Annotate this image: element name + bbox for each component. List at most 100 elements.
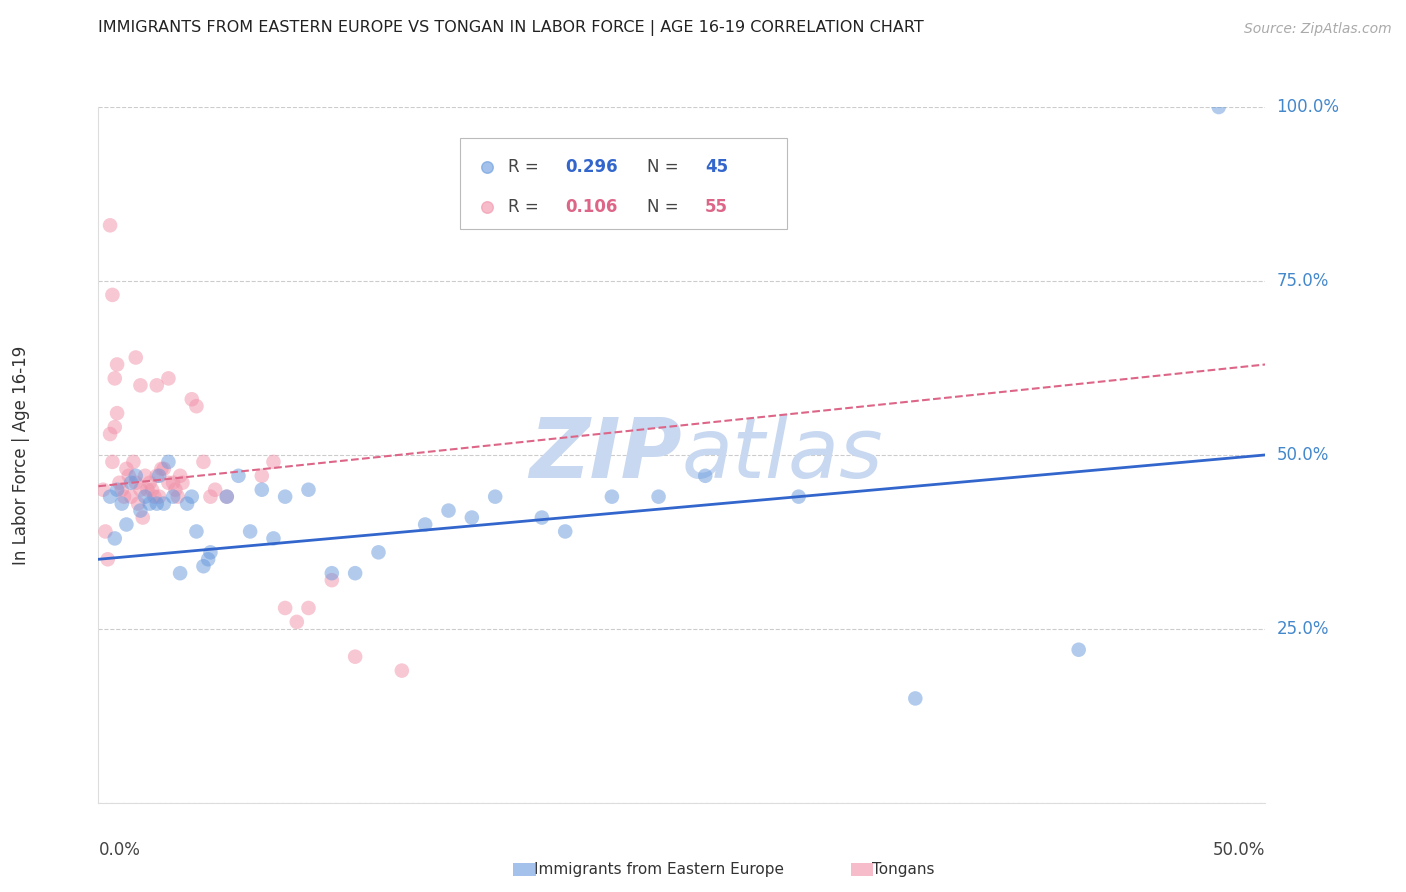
Point — [101, 288, 124, 302]
Point — [148, 490, 170, 504]
Text: 25.0%: 25.0% — [1277, 620, 1329, 638]
Point — [104, 371, 127, 385]
Text: 55: 55 — [706, 198, 728, 216]
Point — [367, 545, 389, 559]
Point — [98, 490, 121, 504]
Point — [98, 219, 121, 233]
Point — [129, 483, 152, 497]
Text: 45: 45 — [706, 158, 728, 176]
Point — [250, 483, 273, 497]
Point — [148, 468, 170, 483]
Point — [1208, 100, 1230, 114]
Point — [122, 455, 145, 469]
Point — [157, 371, 180, 385]
Point — [111, 497, 134, 511]
Text: ZIP: ZIP — [529, 415, 682, 495]
Point — [176, 497, 198, 511]
Text: Source: ZipAtlas.com: Source: ZipAtlas.com — [1244, 21, 1392, 36]
Point — [111, 483, 134, 497]
Point — [904, 691, 927, 706]
Text: N =: N = — [647, 198, 683, 216]
Point — [104, 420, 127, 434]
Point — [344, 649, 367, 664]
Point — [134, 490, 156, 504]
Text: Immigrants from Eastern Europe: Immigrants from Eastern Europe — [534, 863, 785, 877]
Point — [169, 566, 191, 581]
Point — [134, 468, 156, 483]
Point — [250, 468, 273, 483]
Text: atlas: atlas — [682, 415, 883, 495]
Point — [125, 468, 148, 483]
Point — [157, 475, 180, 490]
Point — [115, 517, 138, 532]
Point — [200, 545, 222, 559]
Text: 50.0%: 50.0% — [1213, 841, 1265, 859]
Point — [146, 497, 169, 511]
Point — [91, 483, 114, 497]
Point — [865, 200, 887, 214]
Point — [193, 455, 215, 469]
Point — [105, 483, 128, 497]
Point — [98, 427, 121, 442]
Point — [129, 378, 152, 392]
Point — [125, 475, 148, 490]
Point — [112, 490, 135, 504]
Point — [530, 510, 553, 524]
Point — [228, 468, 250, 483]
Point — [186, 524, 208, 539]
Point — [321, 573, 343, 587]
Point — [105, 406, 128, 420]
Point — [274, 490, 297, 504]
Point — [172, 475, 194, 490]
Point — [180, 392, 202, 407]
FancyBboxPatch shape — [460, 138, 787, 229]
Point — [600, 490, 623, 504]
Point — [865, 160, 887, 174]
Point — [1067, 642, 1090, 657]
Point — [105, 358, 128, 372]
Point — [120, 475, 142, 490]
Point — [115, 462, 138, 476]
Point — [437, 503, 460, 517]
Text: 50.0%: 50.0% — [1277, 446, 1329, 464]
Point — [97, 552, 120, 566]
Point — [285, 615, 308, 629]
Text: 100.0%: 100.0% — [1277, 98, 1340, 116]
Point — [180, 490, 202, 504]
Point — [297, 601, 319, 615]
Text: 0.296: 0.296 — [565, 158, 617, 176]
Point — [101, 455, 124, 469]
Point — [166, 490, 188, 504]
Point — [104, 532, 127, 546]
Point — [143, 490, 166, 504]
Point — [554, 524, 576, 539]
Point — [262, 455, 284, 469]
Point — [152, 462, 174, 476]
Point — [321, 566, 343, 581]
Point — [391, 664, 413, 678]
Point — [152, 497, 174, 511]
Text: 75.0%: 75.0% — [1277, 272, 1329, 290]
Point — [129, 503, 152, 517]
Point — [484, 490, 506, 504]
Point — [215, 490, 238, 504]
Point — [162, 490, 184, 504]
Point — [193, 559, 215, 574]
Point — [197, 552, 219, 566]
Point — [146, 468, 169, 483]
Point — [695, 468, 717, 483]
Text: R =: R = — [508, 158, 544, 176]
Point — [94, 524, 117, 539]
Point — [262, 532, 284, 546]
Point — [157, 455, 180, 469]
Point — [186, 399, 208, 413]
Point — [162, 475, 184, 490]
Point — [132, 510, 155, 524]
Text: R =: R = — [508, 198, 544, 216]
Text: 0.106: 0.106 — [565, 198, 617, 216]
Point — [297, 483, 319, 497]
Point — [136, 483, 159, 497]
Text: N =: N = — [647, 158, 683, 176]
Point — [139, 475, 162, 490]
Point — [787, 490, 810, 504]
